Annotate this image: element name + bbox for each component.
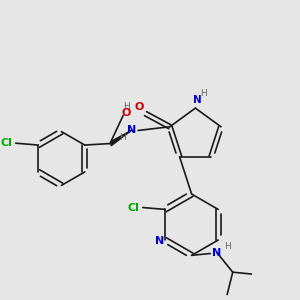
Text: H: H xyxy=(123,102,130,111)
Polygon shape xyxy=(111,130,131,146)
Text: H: H xyxy=(224,242,230,251)
Text: N: N xyxy=(155,236,164,246)
Text: H: H xyxy=(119,134,126,142)
Text: Cl: Cl xyxy=(1,138,12,148)
Text: H: H xyxy=(201,89,207,98)
Text: N: N xyxy=(212,248,222,258)
Text: N: N xyxy=(127,125,136,136)
Text: N: N xyxy=(193,95,202,105)
Text: O: O xyxy=(122,108,131,118)
Text: O: O xyxy=(134,102,143,112)
Text: Cl: Cl xyxy=(128,202,139,212)
